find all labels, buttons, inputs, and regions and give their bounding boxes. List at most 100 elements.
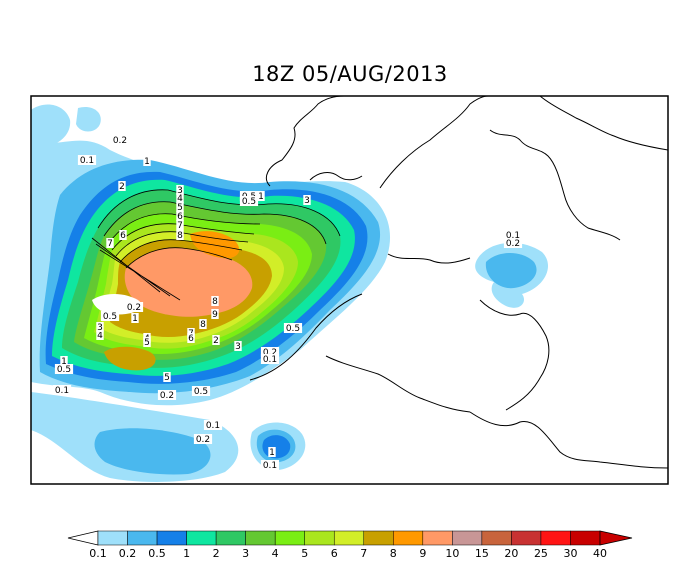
contour-label: 6	[177, 212, 183, 222]
contour-label-background	[176, 230, 184, 240]
contour-labels: 0.20.112345678670.5138987645430.510.210.…	[52, 135, 523, 471]
contour-label-background	[119, 230, 127, 240]
contour-label: 9	[212, 310, 218, 320]
contour-label-background	[52, 385, 72, 395]
contour-label-background	[260, 347, 280, 357]
contour-label: 0.1	[55, 386, 69, 396]
contour-label: 0.1	[263, 355, 277, 365]
contour-fill-10	[124, 247, 253, 317]
contour-label-background	[212, 335, 220, 345]
legend-cell	[422, 530, 453, 546]
contour-label: 7	[107, 239, 113, 249]
contour-label-background	[96, 322, 104, 332]
contour-label: 5	[164, 373, 170, 383]
contour-fill-0.1-islet	[76, 106, 101, 132]
contour-label: 2	[213, 336, 219, 346]
contour-label: 8	[200, 320, 206, 330]
contour-label-background	[54, 364, 74, 374]
contour-label: 5	[144, 338, 150, 348]
contour-label: 1	[132, 314, 138, 324]
contour-label: 3	[177, 186, 183, 196]
legend-cell	[570, 530, 601, 546]
legend-underflow-arrow	[67, 530, 99, 546]
contour-label-background	[211, 309, 219, 319]
coast-south-west	[249, 293, 363, 381]
legend-cell	[97, 530, 128, 546]
contour-label: 6	[120, 231, 126, 241]
contour-lines	[91, 189, 341, 301]
contour-label-background	[100, 311, 120, 321]
contour-label-background	[303, 195, 311, 205]
contour-label-background	[131, 313, 139, 323]
legend-tick-label: 4	[272, 547, 279, 560]
contour-label: 4	[97, 331, 103, 341]
border-east-upper	[489, 129, 621, 241]
contour-label: 0.5	[103, 312, 117, 322]
legend-tick-labels: 0.1 0.2 0.5 1 2 3 4 5 6 7 8 9 10 15 20 25 30 40	[89, 547, 607, 560]
legend-cell	[333, 530, 365, 546]
contour-label: 4	[177, 194, 183, 204]
legend-cell	[127, 530, 158, 546]
legend-tick-label: 5	[301, 547, 308, 560]
contour-label-background	[176, 220, 184, 230]
legend-tick-label: 1	[183, 547, 190, 560]
contour-label-background	[118, 181, 126, 191]
contour-label: 8	[177, 231, 183, 241]
contour-label-background	[77, 155, 97, 165]
legend-cell	[274, 530, 305, 546]
contour-label-background	[176, 193, 184, 203]
contour-label: 2	[119, 182, 125, 192]
contour-label-background	[110, 135, 130, 145]
contour-label-background	[157, 390, 177, 400]
precipitation-fields	[31, 104, 549, 482]
border-north-coast	[539, 96, 668, 151]
contour-label-background	[60, 356, 68, 366]
contour-label: 8	[212, 297, 218, 307]
contour-label-background	[176, 185, 184, 195]
contour-label-background	[176, 202, 184, 212]
contour-label: 7	[177, 221, 183, 231]
contour-label-background	[106, 238, 114, 248]
legend-tick-label: 20	[504, 547, 518, 560]
contour-label-background	[234, 341, 242, 351]
legend-cell	[186, 530, 217, 546]
contour-label-background	[163, 372, 171, 382]
legend-cell	[393, 530, 424, 546]
contour-label-background	[211, 296, 219, 306]
legend-cell	[156, 530, 187, 546]
contour-label: 1	[269, 448, 275, 458]
contour-label-background	[124, 302, 144, 312]
legend-tick-label: 6	[331, 547, 338, 560]
contour-fill-0.1-nw	[31, 104, 71, 149]
contour-label: 3	[97, 323, 103, 333]
contour-label: 1	[144, 157, 150, 167]
border-east	[379, 96, 489, 189]
contour-fill-0.2-south	[94, 428, 211, 475]
contour-label: 0.1	[206, 421, 220, 431]
contour-label-background	[96, 330, 104, 340]
contour-label: 0.2	[196, 435, 210, 445]
contour-label: 0.1	[506, 231, 520, 241]
legend-tick-label: 2	[213, 547, 220, 560]
legend-tick-label: 30	[563, 547, 577, 560]
contour-label-background	[143, 337, 151, 347]
legend-tick-label: 10	[445, 547, 459, 560]
contour-label: 0.5	[242, 197, 256, 207]
legend-tick-label: 0.1	[89, 547, 107, 560]
contour-fill-0.2-east	[485, 253, 537, 289]
border-south	[325, 355, 471, 413]
legend-cell	[540, 530, 571, 546]
contour-label-background	[260, 354, 280, 364]
contour-label: 3	[235, 342, 241, 352]
legend-tick-label: 3	[242, 547, 249, 560]
legend-overflow-arrow	[599, 530, 633, 546]
border-southeast	[469, 411, 668, 469]
contour-fill-8-west	[104, 346, 156, 371]
map-title: 18Z 05/AUG/2013	[252, 62, 448, 86]
contour-label: 0.1	[80, 156, 94, 166]
contour-label: 0.2	[160, 391, 174, 401]
contour-label: 0.2	[506, 239, 520, 249]
contour-label: 0.5	[57, 365, 71, 375]
legend-tick-label: 9	[419, 547, 426, 560]
